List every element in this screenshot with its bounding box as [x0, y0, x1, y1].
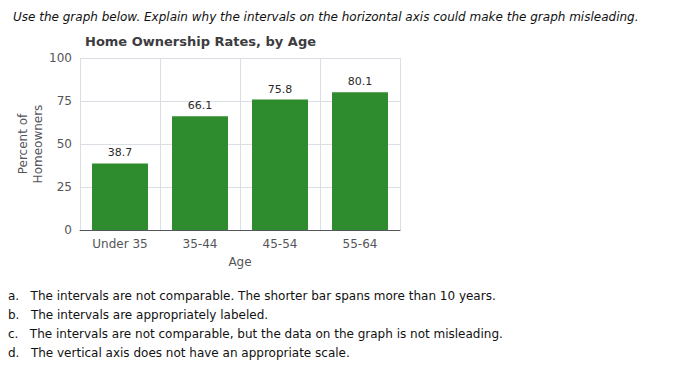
- svg-text:a. The intervals are not com: a. The intervals are not comparable. The…: [8, 289, 496, 303]
- svg-text:0: 0: [64, 223, 72, 237]
- svg-text:50: 50: [57, 137, 72, 151]
- svg-text:75.8: 75.8: [268, 83, 293, 96]
- svg-text:55-64: 55-64: [343, 237, 378, 251]
- svg-text:45-54: 45-54: [263, 237, 298, 251]
- svg-text:Age: Age: [228, 255, 251, 269]
- svg-text:80.1: 80.1: [348, 75, 373, 88]
- svg-text:Homeowners: Homeowners: [31, 105, 45, 184]
- svg-text:100: 100: [49, 51, 72, 65]
- svg-text:b. The intervals are appropr: b. The intervals are appropriately label…: [8, 308, 268, 322]
- svg-text:Use the graph below. Explain w: Use the graph below. Explain why the int…: [13, 10, 639, 24]
- svg-text:38.7: 38.7: [108, 146, 133, 159]
- svg-text:Percent of: Percent of: [16, 113, 30, 174]
- svg-text:25: 25: [57, 180, 72, 194]
- svg-text:d. The vertical axis does no: d. The vertical axis does not have an ap…: [8, 346, 350, 360]
- svg-text:35-44: 35-44: [183, 237, 218, 251]
- svg-text:c. The intervals are not com: c. The intervals are not comparable, but…: [8, 327, 503, 341]
- svg-text:66.1: 66.1: [188, 99, 213, 112]
- svg-text:Under 35: Under 35: [92, 237, 147, 251]
- svg-text:Home Ownership Rates, by Age: Home Ownership Rates, by Age: [85, 34, 316, 49]
- svg-text:75: 75: [57, 94, 72, 108]
